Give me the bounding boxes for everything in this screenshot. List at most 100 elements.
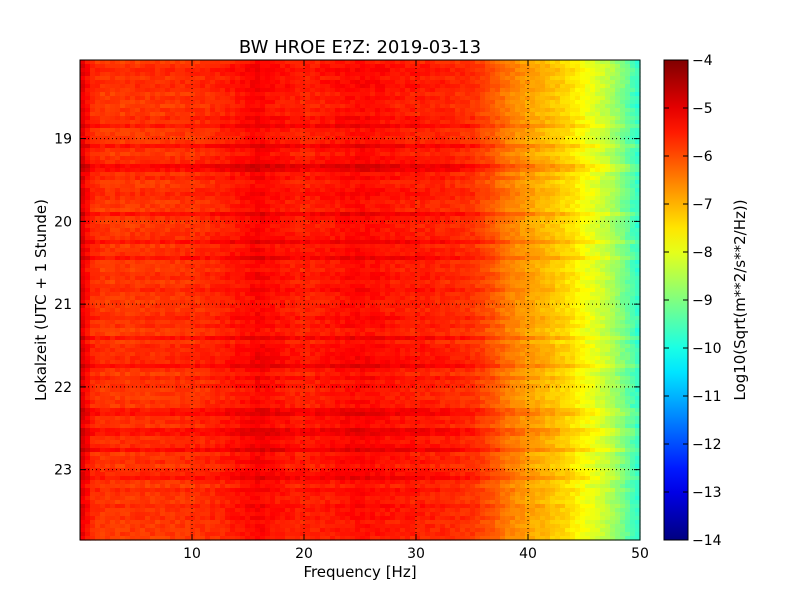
heatmap-cell bbox=[595, 188, 601, 193]
heatmap-cell bbox=[150, 80, 156, 85]
heatmap-cell bbox=[130, 128, 136, 133]
heatmap-cell bbox=[120, 136, 126, 141]
heatmap-cell bbox=[175, 108, 181, 113]
heatmap-cell bbox=[195, 116, 201, 121]
heatmap-cell bbox=[515, 116, 521, 121]
heatmap-cell bbox=[515, 196, 521, 201]
heatmap-cell bbox=[365, 96, 371, 101]
heatmap-cell bbox=[425, 152, 431, 157]
heatmap-cell bbox=[205, 84, 211, 89]
heatmap-cell bbox=[635, 144, 641, 149]
heatmap-cell bbox=[90, 236, 96, 241]
heatmap-cell bbox=[155, 232, 161, 237]
heatmap-cell bbox=[485, 196, 491, 201]
heatmap-cell bbox=[320, 136, 326, 141]
heatmap-cell bbox=[475, 84, 481, 89]
heatmap-cell bbox=[325, 208, 331, 213]
heatmap-cell bbox=[425, 188, 431, 193]
heatmap-cell bbox=[375, 176, 381, 181]
heatmap-cell bbox=[275, 100, 281, 105]
heatmap-cell bbox=[405, 136, 411, 141]
heatmap-cell bbox=[135, 160, 141, 165]
heatmap-cell bbox=[105, 172, 111, 177]
heatmap-cell bbox=[125, 96, 131, 101]
heatmap-cell bbox=[470, 144, 476, 149]
heatmap-cell bbox=[250, 64, 256, 69]
heatmap-cell bbox=[305, 232, 311, 237]
heatmap-cell bbox=[635, 140, 641, 145]
heatmap-cell bbox=[370, 84, 376, 89]
heatmap-cell bbox=[560, 160, 566, 165]
heatmap-cell bbox=[80, 232, 86, 237]
heatmap-cell bbox=[385, 152, 391, 157]
heatmap-cell bbox=[455, 192, 461, 197]
heatmap-cell bbox=[285, 172, 291, 177]
heatmap-cell bbox=[245, 168, 251, 173]
heatmap-cell bbox=[120, 188, 126, 193]
heatmap-cell bbox=[165, 220, 171, 225]
heatmap-cell bbox=[585, 152, 591, 157]
heatmap-cell bbox=[105, 200, 111, 205]
heatmap-cell bbox=[305, 84, 311, 89]
heatmap-cell bbox=[185, 100, 191, 105]
heatmap-cell bbox=[110, 220, 116, 225]
heatmap-cell bbox=[445, 128, 451, 133]
heatmap-cell bbox=[195, 72, 201, 77]
heatmap-cell bbox=[620, 216, 626, 221]
heatmap-cell bbox=[615, 96, 621, 101]
heatmap-cell bbox=[280, 196, 286, 201]
heatmap-cell bbox=[180, 120, 186, 125]
heatmap-cell bbox=[385, 88, 391, 93]
heatmap-cell bbox=[185, 64, 191, 69]
heatmap-cell bbox=[160, 164, 166, 169]
heatmap-cell bbox=[570, 112, 576, 117]
heatmap-cell bbox=[200, 184, 206, 189]
heatmap-cell bbox=[545, 100, 551, 105]
heatmap-cell bbox=[540, 76, 546, 81]
heatmap-cell bbox=[355, 120, 361, 125]
heatmap-cell bbox=[585, 64, 591, 69]
heatmap-cell bbox=[585, 108, 591, 113]
heatmap-cell bbox=[600, 116, 606, 121]
heatmap-cell bbox=[340, 80, 346, 85]
heatmap-cell bbox=[245, 204, 251, 209]
heatmap-cell bbox=[105, 204, 111, 209]
heatmap-cell bbox=[250, 88, 256, 93]
heatmap-cell bbox=[615, 88, 621, 93]
heatmap-cell bbox=[635, 204, 641, 209]
heatmap-cell bbox=[340, 212, 346, 217]
heatmap-cell bbox=[215, 120, 221, 125]
heatmap-cell bbox=[335, 144, 341, 149]
heatmap-cell bbox=[635, 64, 641, 69]
heatmap-cell bbox=[590, 100, 596, 105]
heatmap-cell bbox=[185, 108, 191, 113]
heatmap-cell bbox=[80, 196, 86, 201]
heatmap-cell bbox=[105, 220, 111, 225]
heatmap-cell bbox=[560, 112, 566, 117]
heatmap-cell bbox=[165, 196, 171, 201]
heatmap-cell bbox=[520, 172, 526, 177]
heatmap-cell bbox=[190, 112, 196, 117]
heatmap-cell bbox=[555, 152, 561, 157]
heatmap-cell bbox=[220, 128, 226, 133]
heatmap-cell bbox=[130, 204, 136, 209]
heatmap-cell bbox=[365, 200, 371, 205]
heatmap-cell bbox=[445, 108, 451, 113]
heatmap-cell bbox=[545, 224, 551, 229]
heatmap-cell bbox=[345, 196, 351, 201]
heatmap-cell bbox=[275, 68, 281, 73]
heatmap-cell bbox=[430, 140, 436, 145]
heatmap-cell bbox=[620, 160, 626, 165]
heatmap-cell bbox=[195, 176, 201, 181]
heatmap-cell bbox=[260, 152, 266, 157]
heatmap-cell bbox=[240, 160, 246, 165]
heatmap-cell bbox=[150, 132, 156, 137]
heatmap-cell bbox=[170, 100, 176, 105]
heatmap-cell bbox=[330, 160, 336, 165]
heatmap-cell bbox=[295, 116, 301, 121]
heatmap-cell bbox=[335, 132, 341, 137]
heatmap-cell bbox=[120, 156, 126, 161]
heatmap-cell bbox=[295, 220, 301, 225]
heatmap-cell bbox=[255, 192, 261, 197]
heatmap-cell bbox=[110, 180, 116, 185]
